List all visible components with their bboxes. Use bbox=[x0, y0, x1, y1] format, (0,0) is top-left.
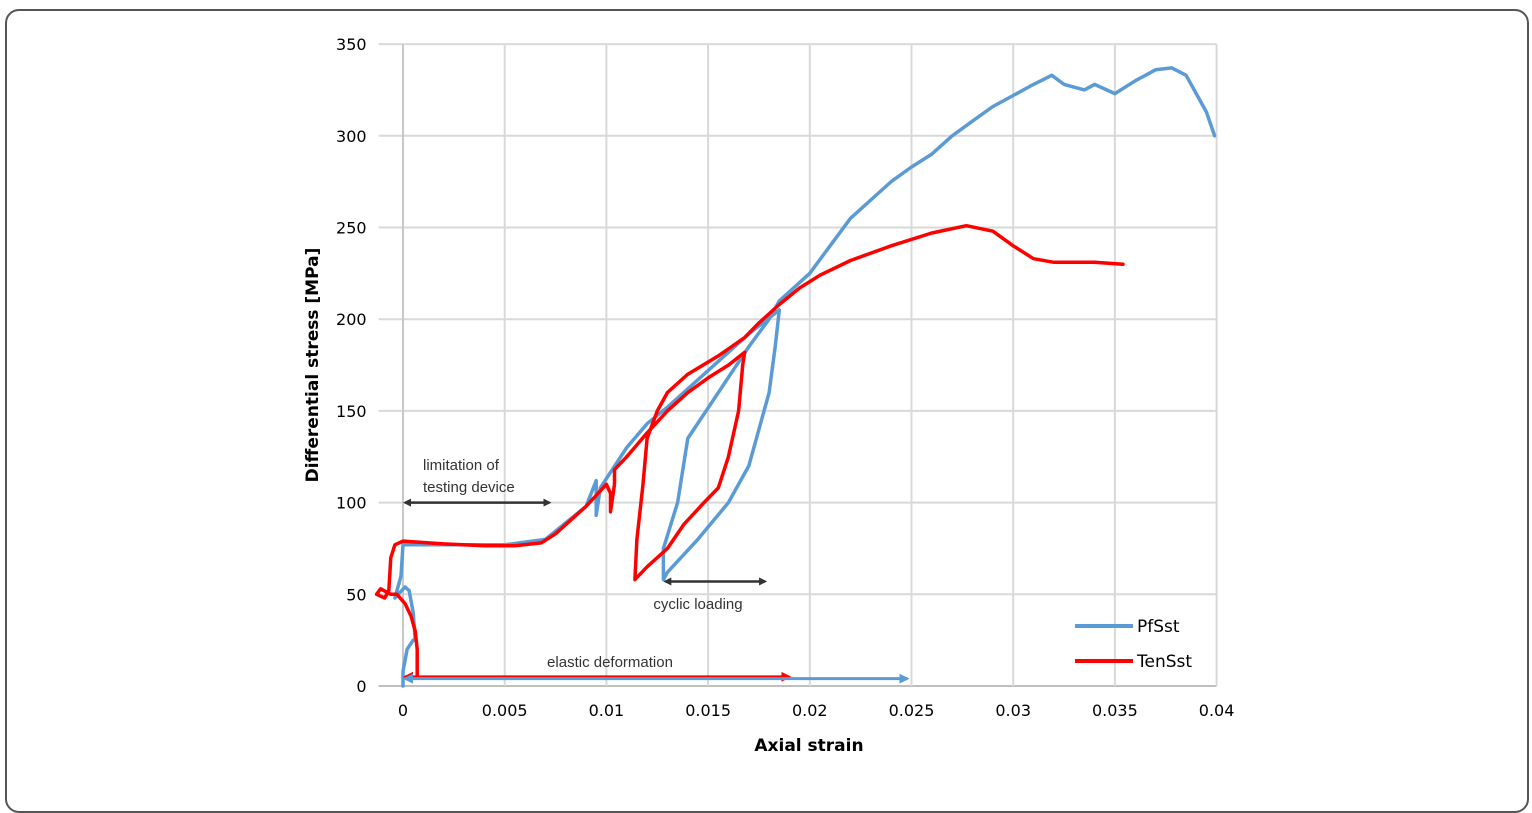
annotation-label: testing device bbox=[423, 479, 515, 496]
x-tick-label: 0.025 bbox=[889, 701, 935, 720]
tick-labels: 0 50 100 150 200 250 300 350 0 0.005 0.01 0.015 0.02… bbox=[336, 35, 1234, 720]
series-line-tensst bbox=[374, 223, 1125, 679]
legend-label: TenSst bbox=[1136, 652, 1192, 672]
x-tick-label: 0.04 bbox=[1199, 701, 1235, 720]
annotations: limitation of testing device cyclic loadin… bbox=[403, 457, 910, 684]
y-tick-label: 200 bbox=[336, 310, 367, 329]
annotation-label: cyclic loading bbox=[653, 596, 742, 613]
gridlines bbox=[378, 43, 1218, 687]
series-line-pfsst bbox=[393, 66, 1217, 688]
annotation-label: limitation of bbox=[423, 457, 500, 474]
y-tick-label: 0 bbox=[356, 677, 366, 696]
legend: PfSst TenSst bbox=[1075, 617, 1192, 672]
y-tick-label: 300 bbox=[336, 127, 367, 146]
x-tick-label: 0.02 bbox=[792, 701, 828, 720]
x-tick-label: 0.015 bbox=[685, 701, 731, 720]
annotation-label: elastic deformation bbox=[547, 654, 673, 671]
x-tick-label: 0.005 bbox=[482, 701, 528, 720]
x-tick-label: 0.035 bbox=[1092, 701, 1138, 720]
y-tick-label: 250 bbox=[336, 219, 367, 238]
x-tick-label: 0 bbox=[398, 701, 408, 720]
y-tick-label: 100 bbox=[336, 494, 367, 513]
legend-label: PfSst bbox=[1137, 617, 1180, 637]
x-tick-label: 0.01 bbox=[589, 701, 625, 720]
stress-strain-chart: 0 50 100 150 200 250 300 350 0 0.005 0.01 0.015 0.02… bbox=[303, 35, 1234, 756]
y-tick-label: 50 bbox=[346, 585, 366, 604]
series-lines bbox=[374, 66, 1217, 688]
x-tick-label: 0.03 bbox=[995, 701, 1031, 720]
y-tick-label: 150 bbox=[336, 402, 367, 421]
y-axis-label: Differential stress [MPa] bbox=[303, 248, 323, 483]
x-axis-label: Axial strain bbox=[754, 736, 863, 756]
y-tick-label: 350 bbox=[336, 35, 367, 54]
